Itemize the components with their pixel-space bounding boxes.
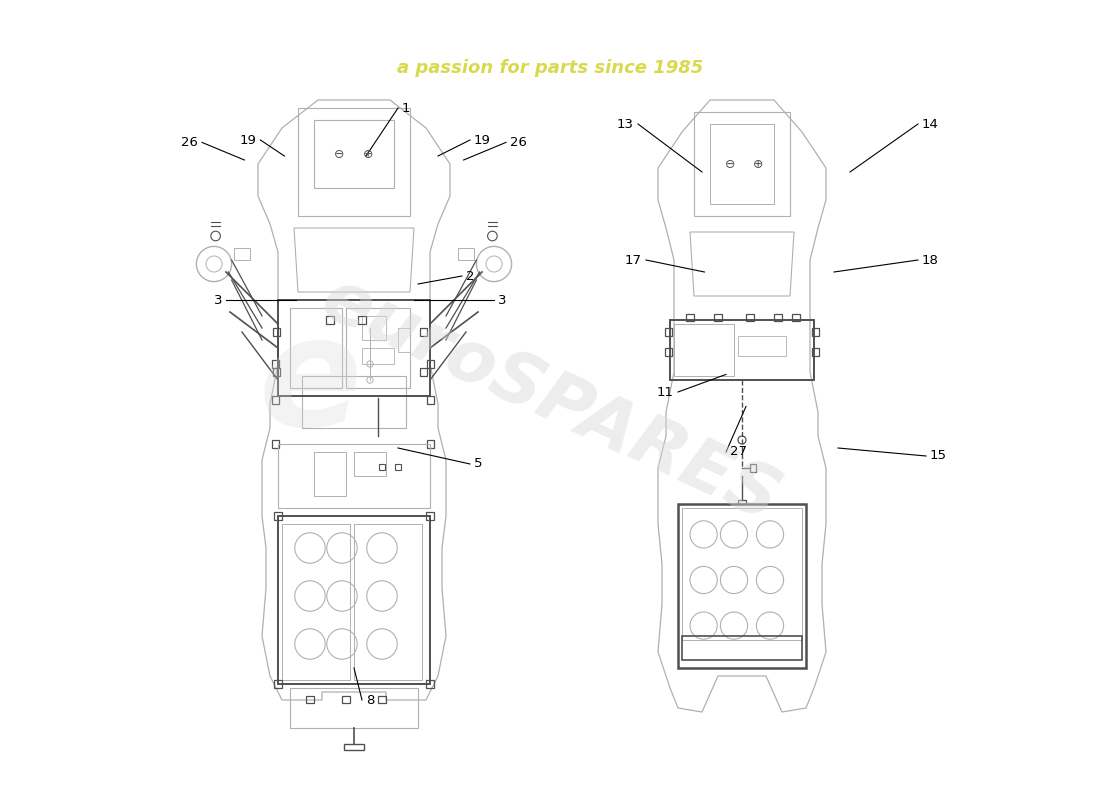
Bar <box>812 328 820 336</box>
Text: 26: 26 <box>182 136 198 149</box>
Bar <box>774 314 782 321</box>
Bar <box>792 314 801 321</box>
Text: 5: 5 <box>474 458 483 470</box>
Bar <box>272 396 279 403</box>
Bar <box>738 336 786 356</box>
Bar <box>686 314 694 321</box>
Text: 27: 27 <box>730 446 747 458</box>
Bar <box>278 444 430 508</box>
Bar <box>234 248 250 260</box>
Text: 18: 18 <box>922 254 939 266</box>
Bar <box>346 308 410 388</box>
Bar <box>314 452 346 496</box>
Text: 26: 26 <box>510 136 527 149</box>
Text: 17: 17 <box>625 254 642 266</box>
Bar <box>354 524 422 680</box>
Bar <box>714 314 722 321</box>
Bar <box>678 504 806 668</box>
Bar <box>674 324 734 376</box>
Bar <box>458 248 474 260</box>
Text: e: e <box>258 310 362 458</box>
Text: ⊕: ⊕ <box>363 148 374 161</box>
Bar <box>282 524 350 680</box>
Text: 8: 8 <box>366 694 374 706</box>
Bar <box>274 680 282 687</box>
Bar <box>378 464 385 470</box>
Bar <box>746 314 754 321</box>
Bar <box>378 696 386 703</box>
Bar <box>327 316 333 323</box>
Text: euroSPARES: euroSPARES <box>310 264 790 536</box>
Text: 1: 1 <box>402 102 410 114</box>
Text: 19: 19 <box>240 134 256 146</box>
Bar <box>278 516 430 684</box>
Bar <box>738 500 746 504</box>
Text: 2: 2 <box>466 270 474 282</box>
Bar <box>664 349 672 355</box>
Bar <box>274 513 282 520</box>
Bar <box>427 396 434 403</box>
Text: 3: 3 <box>213 294 222 306</box>
Bar <box>710 124 774 204</box>
Bar <box>307 696 314 703</box>
Text: ⊕: ⊕ <box>752 158 763 170</box>
Bar <box>278 300 430 396</box>
Text: 13: 13 <box>617 118 634 130</box>
Bar <box>427 680 433 687</box>
Bar <box>750 464 757 472</box>
Bar <box>272 441 279 448</box>
Bar <box>664 328 672 336</box>
Text: ⊖: ⊖ <box>725 158 735 170</box>
Bar <box>812 349 820 355</box>
Bar <box>398 328 410 352</box>
Bar <box>395 464 402 470</box>
Bar <box>362 316 386 340</box>
Text: a passion for parts since 1985: a passion for parts since 1985 <box>397 59 703 77</box>
Bar <box>344 744 364 750</box>
Bar <box>290 688 418 728</box>
Bar <box>272 360 279 368</box>
Bar <box>359 316 365 323</box>
Bar <box>273 328 280 336</box>
Bar <box>290 308 342 388</box>
Bar <box>342 696 350 703</box>
Text: 14: 14 <box>922 118 939 130</box>
Text: ⊖: ⊖ <box>334 148 345 161</box>
Bar <box>354 452 386 476</box>
Bar <box>420 368 427 375</box>
Bar <box>427 513 433 520</box>
Text: 3: 3 <box>498 294 506 306</box>
Bar <box>682 636 802 660</box>
Bar <box>694 112 790 216</box>
Bar <box>273 368 280 375</box>
Bar <box>682 508 802 640</box>
Bar <box>427 441 434 448</box>
Bar <box>420 328 427 336</box>
Bar <box>427 360 434 368</box>
Text: 15: 15 <box>930 450 947 462</box>
Text: 11: 11 <box>657 386 674 398</box>
Bar <box>362 348 394 364</box>
Bar <box>670 320 814 380</box>
Text: 19: 19 <box>474 134 491 146</box>
